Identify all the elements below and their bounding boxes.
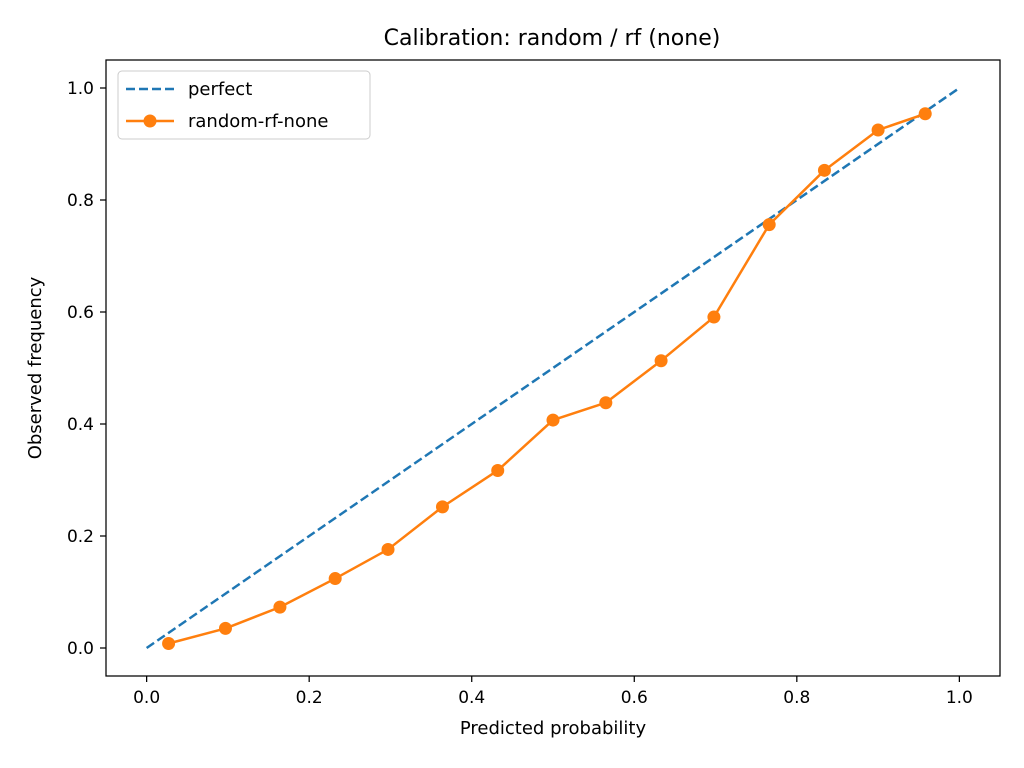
y-tick-label: 0.4	[67, 415, 94, 435]
y-tick-label: 0.8	[67, 191, 94, 211]
data-point-random-rf-none	[218, 621, 232, 635]
x-tick-label: 0.2	[296, 688, 323, 708]
y-axis-label: Observed frequency	[25, 276, 46, 459]
x-axis-label: Predicted probability	[460, 718, 647, 739]
data-point-random-rf-none	[707, 310, 721, 324]
data-point-random-rf-none	[435, 500, 449, 514]
legend: perfect random-rf-none	[117, 70, 371, 140]
data-point-random-rf-none	[546, 413, 560, 427]
data-point-random-rf-none	[817, 163, 831, 177]
chart-title: Calibration: random / rf (none)	[384, 26, 721, 51]
data-point-random-rf-none	[871, 123, 885, 137]
y-tick-label: 0.2	[67, 527, 94, 547]
data-point-random-rf-none	[918, 107, 932, 121]
x-tick-label: 0.0	[133, 688, 160, 708]
data-point-random-rf-none	[762, 218, 776, 232]
y-tick-label: 0.6	[67, 303, 94, 323]
series-layer	[145, 86, 961, 651]
data-point-random-rf-none	[491, 463, 505, 477]
data-point-random-rf-none	[599, 396, 613, 410]
y-tick-label: 0.0	[67, 639, 94, 659]
y-tick-label: 1.0	[67, 79, 94, 99]
data-point-random-rf-none	[381, 542, 395, 556]
data-point-random-rf-none	[654, 354, 668, 368]
legend-label-random-rf-none: random-rf-none	[188, 111, 328, 132]
legend-label-perfect: perfect	[188, 79, 252, 100]
legend-marker-random-rf-none	[143, 114, 157, 128]
plot-frame	[105, 59, 1001, 677]
x-axis-ticks: 0.0 0.2 0.4 0.6 0.8 1.0	[133, 676, 973, 708]
y-axis-ticks: 0.0 0.2 0.4 0.6 0.8 1.0	[67, 79, 106, 659]
x-tick-label: 0.8	[783, 688, 810, 708]
series-line-perfect	[145, 86, 961, 650]
data-point-random-rf-none	[273, 600, 287, 614]
data-point-random-rf-none	[328, 572, 342, 586]
x-tick-label: 1.0	[946, 688, 973, 708]
data-point-random-rf-none	[162, 637, 176, 651]
x-tick-label: 0.4	[458, 688, 485, 708]
x-tick-label: 0.6	[621, 688, 648, 708]
legend-box	[117, 70, 371, 140]
